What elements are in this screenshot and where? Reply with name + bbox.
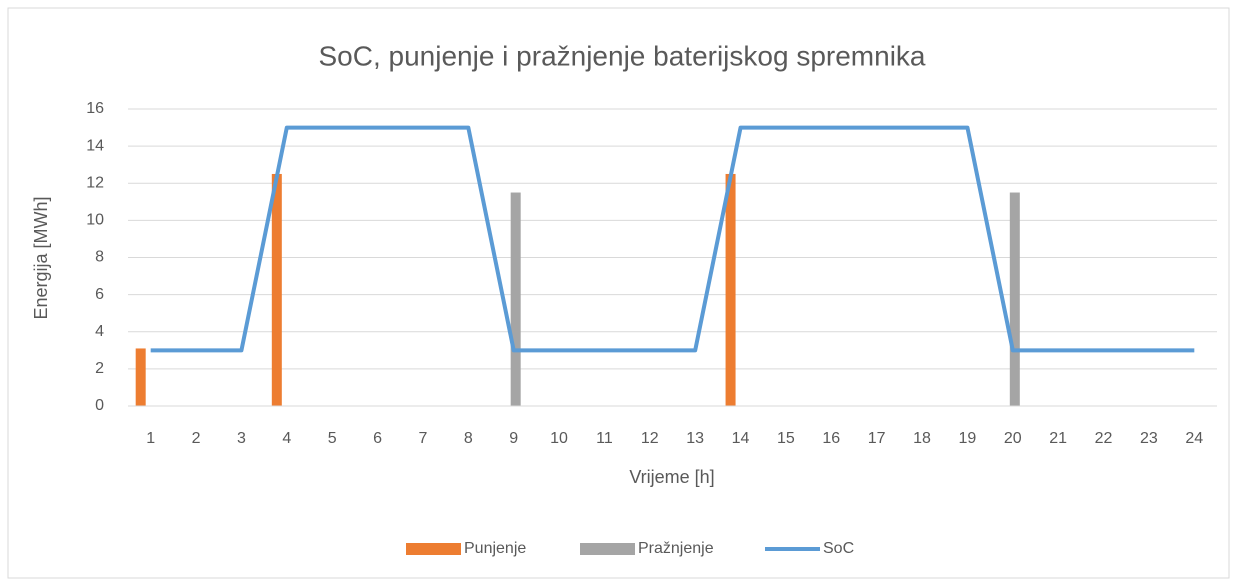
- x-tick-label: 21: [1049, 430, 1067, 447]
- x-tick-label: 1: [146, 430, 155, 447]
- y-tick-label: 14: [86, 137, 104, 154]
- y-tick-label: 10: [86, 212, 104, 229]
- x-tick-label: 24: [1185, 430, 1203, 447]
- x-tick-label: 6: [373, 430, 382, 447]
- x-tick-label: 22: [1095, 430, 1113, 447]
- x-tick-label: 18: [913, 430, 931, 447]
- x-tick-label: 10: [550, 430, 568, 447]
- y-tick-label: 16: [86, 100, 104, 117]
- x-tick-label: 2: [192, 430, 201, 447]
- x-tick-label: 9: [509, 430, 518, 447]
- bar: [510, 192, 521, 406]
- x-tick-label: 19: [959, 430, 977, 447]
- bar: [271, 173, 282, 406]
- x-tick-label: 23: [1140, 430, 1158, 447]
- x-tick-label: 15: [777, 430, 795, 447]
- legend-label: Pražnjenje: [638, 540, 714, 557]
- y-tick-label: 6: [95, 286, 104, 303]
- x-tick-label: 17: [868, 430, 886, 447]
- x-tick-label: 14: [732, 430, 750, 447]
- y-tick-label: 2: [95, 360, 104, 377]
- bar: [1009, 192, 1020, 406]
- x-tick-label: 11: [596, 430, 613, 447]
- x-tick-label: 13: [686, 430, 704, 447]
- y-tick-label: 4: [95, 323, 104, 340]
- x-tick-label: 8: [464, 430, 473, 447]
- legend-label: SoC: [823, 540, 854, 557]
- x-tick-label: 4: [282, 430, 291, 447]
- chart-title: SoC, punjenje i pražnjenje baterijskog s…: [318, 40, 925, 71]
- x-tick-label: 5: [328, 430, 337, 447]
- legend-swatch: [406, 543, 461, 555]
- y-tick-label: 0: [95, 397, 104, 414]
- y-tick-label: 12: [86, 174, 104, 191]
- legend-swatch: [580, 543, 635, 555]
- bar: [725, 173, 736, 406]
- x-axis-label: Vrijeme [h]: [629, 467, 714, 487]
- legend-label: Punjenje: [464, 540, 526, 557]
- line: [150, 125, 1195, 353]
- chart-border: [7, 7, 1230, 579]
- x-tick-label: 20: [1004, 430, 1022, 447]
- x-tick-label: 3: [237, 430, 246, 447]
- y-axis-label: Energija [MWh]: [31, 196, 51, 319]
- x-tick-label: 12: [641, 430, 659, 447]
- bar: [135, 348, 146, 406]
- y-tick-label: 8: [95, 249, 104, 266]
- x-tick-label: 16: [822, 430, 840, 447]
- x-tick-label: 7: [418, 430, 427, 447]
